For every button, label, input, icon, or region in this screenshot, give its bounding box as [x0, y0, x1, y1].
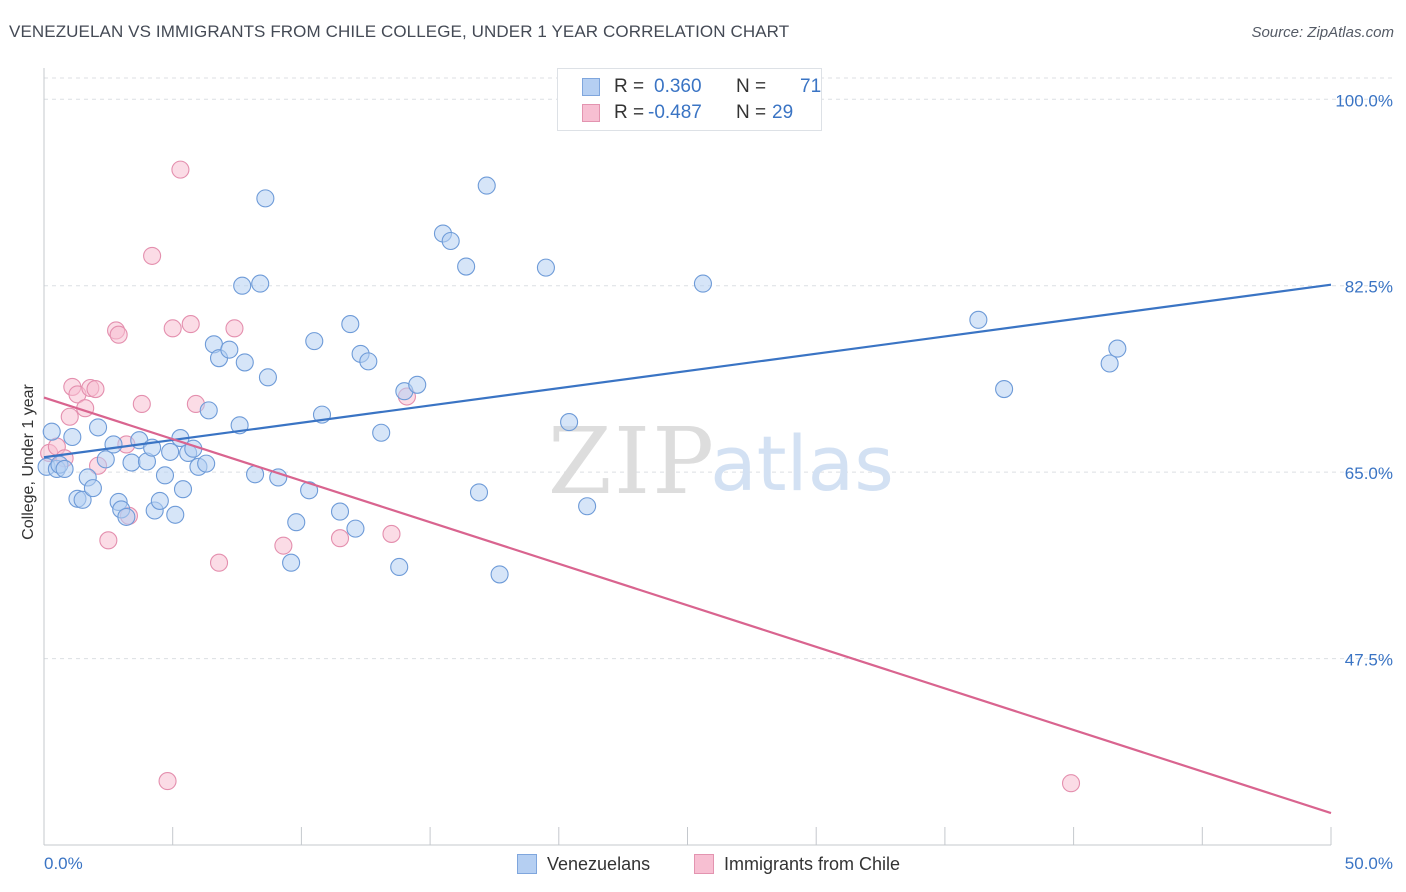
legend-swatch-blue: [582, 78, 600, 96]
chile-point: [382, 524, 401, 543]
venezuelans-point: [359, 352, 378, 371]
watermark: ZIP atlas: [548, 408, 894, 515]
venezuelans-point: [155, 466, 175, 485]
venezuelans-point: [457, 257, 476, 276]
venezuelans-point: [166, 505, 185, 524]
y-tick-label: 65.0%: [1345, 464, 1393, 483]
venezuelans-point: [560, 413, 579, 432]
chile-point: [1061, 774, 1081, 793]
chile-point: [163, 319, 182, 338]
venezuelans-point: [536, 258, 555, 277]
venezuelans-point: [96, 450, 115, 469]
venezuelans-point: [305, 332, 324, 351]
venezuelans-point: [693, 274, 712, 293]
watermark-atlas: atlas: [710, 419, 894, 508]
venezuelans-point: [199, 401, 218, 420]
venezuelans-point: [1100, 354, 1119, 373]
y-tick-label: 82.5%: [1345, 278, 1393, 297]
venezuelans-point: [995, 380, 1014, 399]
venezuelans-point: [197, 454, 216, 473]
venezuelans-trend-line: [43, 283, 1332, 459]
x-tick-label-max: 50.0%: [1345, 854, 1393, 873]
venezuelans-point: [117, 507, 136, 526]
venezuelans-point: [408, 375, 427, 394]
correlation-legend: R = 0.360 N = 71 R = -0.487 N = 29: [557, 68, 822, 131]
chile-point: [274, 536, 293, 555]
venezuelans-point: [63, 427, 82, 447]
venezuelans-point: [150, 491, 169, 510]
venezuelans-point: [330, 502, 350, 521]
x-tick-label-min: 0.0%: [44, 854, 83, 873]
chile-point: [60, 407, 79, 426]
chile-point: [158, 772, 177, 791]
legend-n-value: 71: [800, 76, 822, 97]
venezuelans-point: [258, 368, 277, 387]
venezuelans-point: [469, 483, 489, 502]
venezuelans-point: [287, 513, 306, 532]
legend-r-label: R =: [614, 102, 645, 123]
venezuelans-point: [372, 423, 391, 442]
venezuelans-point: [89, 418, 108, 437]
chile-point: [209, 553, 229, 572]
venezuelans-point: [269, 468, 288, 487]
legend-r-value: 0.360: [654, 76, 702, 97]
y-axis-title: College, Under 1 year: [20, 384, 37, 540]
venezuelans-point: [282, 553, 301, 572]
chile-point: [99, 531, 118, 550]
venezuelans-point: [300, 481, 319, 500]
bottom-legend-label: Venezuelans: [547, 854, 651, 874]
legend-n-label: N =: [736, 102, 767, 123]
venezuelans-point: [346, 519, 365, 538]
legend-swatch-pink: [582, 104, 600, 122]
venezuelans-point: [256, 189, 275, 208]
venezuelans-point: [390, 557, 409, 577]
venezuelans-point: [122, 453, 141, 472]
chile-trend-line: [43, 396, 1332, 815]
y-tick-label: 100.0%: [1335, 91, 1393, 110]
venezuelans-point: [73, 490, 92, 509]
chile-point: [171, 160, 190, 179]
venezuelans-point: [578, 497, 597, 516]
chart-title: VENEZUELAN VS IMMIGRANTS FROM CHILE COLL…: [9, 22, 790, 41]
legend-n-label: N =: [736, 76, 767, 97]
chile-point: [225, 319, 244, 338]
venezuelans-point: [83, 479, 102, 498]
venezuelans-point: [441, 231, 460, 251]
venezuelans-point: [161, 442, 180, 461]
chile-point: [86, 380, 105, 399]
venezuelans-point: [969, 310, 988, 329]
legend-r-value: -0.487: [648, 102, 702, 123]
axis-labels: 100.0% 82.5% 65.0% 47.5% 0.0% 50.0% College, U…: [20, 91, 1393, 873]
legend-r-label: R =: [614, 76, 645, 97]
venezuelans-point: [235, 353, 254, 372]
venezuelans-point: [477, 176, 496, 195]
venezuelans-point: [251, 274, 270, 293]
trend-lines: [43, 283, 1332, 815]
bottom-legend-swatch-blue: [517, 854, 537, 874]
y-tick-label: 47.5%: [1345, 651, 1393, 670]
chile-point: [109, 325, 128, 344]
venezuelans-point: [173, 480, 193, 499]
bottom-legend-swatch-pink: [694, 854, 714, 874]
venezuelans-point: [490, 565, 509, 584]
venezuelans-point: [220, 340, 239, 359]
series-venezuelans-points: [37, 176, 1127, 584]
bottom-legend-label: Immigrants from Chile: [724, 854, 901, 874]
chile-point: [181, 315, 200, 334]
chile-point: [143, 246, 162, 265]
venezuelans-point: [42, 422, 61, 441]
chile-point: [330, 529, 350, 548]
venezuelans-point: [104, 435, 123, 454]
venezuelans-point: [233, 276, 252, 295]
venezuelans-point: [1108, 339, 1127, 358]
venezuelans-point: [55, 459, 74, 479]
venezuelans-point: [341, 315, 360, 334]
chile-point: [132, 394, 151, 414]
chart-source: Source: ZipAtlas.com: [1251, 24, 1394, 41]
legend-n-value: 29: [772, 102, 794, 123]
